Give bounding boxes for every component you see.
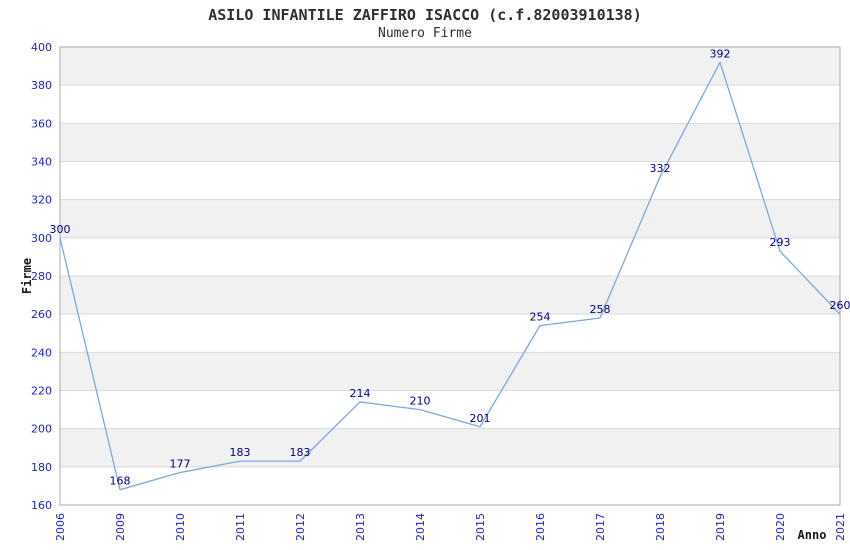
x-tick-label: 2014: [414, 513, 427, 541]
data-label: 177: [170, 458, 191, 471]
data-label: 293: [770, 236, 791, 249]
data-label: 260: [830, 299, 850, 312]
x-tick-label: 2011: [234, 513, 247, 541]
y-tick-label: 340: [31, 156, 52, 169]
x-tick-label: 2006: [54, 513, 67, 541]
y-tick-label: 400: [31, 41, 52, 54]
y-tick-label: 300: [31, 232, 52, 245]
x-tick-label: 2010: [174, 513, 187, 541]
y-tick-label: 200: [31, 423, 52, 436]
x-tick-label: 2019: [714, 513, 727, 541]
y-tick-label: 260: [31, 308, 52, 321]
data-label: 183: [230, 446, 251, 459]
x-tick-label: 2013: [354, 513, 367, 541]
plot-band: [60, 314, 840, 353]
data-label: 168: [110, 475, 131, 488]
data-label: 201: [470, 412, 491, 425]
y-tick-label: 180: [31, 461, 52, 474]
data-label: 210: [410, 395, 431, 408]
plot-band: [60, 352, 840, 391]
plot-band: [60, 47, 840, 86]
data-label: 392: [710, 47, 731, 60]
data-label: 332: [650, 162, 671, 175]
plot-band: [60, 390, 840, 429]
y-tick-label: 360: [31, 117, 52, 130]
plot-band: [60, 85, 840, 124]
y-axis-title: Firme: [20, 257, 34, 295]
chart-title: ASILO INFANTILE ZAFFIRO ISACCO (c.f.8200…: [208, 6, 642, 24]
x-tick-label: 2021: [834, 513, 847, 541]
plot-band: [60, 428, 840, 467]
plot-band: [60, 123, 840, 162]
data-label: 214: [350, 387, 371, 400]
data-label: 258: [590, 303, 611, 316]
y-tick-label: 240: [31, 346, 52, 359]
x-tick-label: 2020: [774, 513, 787, 541]
y-tick-label: 280: [31, 270, 52, 283]
y-tick-label: 220: [31, 385, 52, 398]
data-label: 254: [530, 311, 551, 324]
plot-border: [59, 46, 841, 506]
x-tick-label: 2016: [534, 513, 547, 541]
y-tick-label: 380: [31, 79, 52, 92]
y-tick-label: 160: [31, 499, 52, 512]
x-tick-label: 2017: [594, 513, 607, 541]
x-tick-label: 2018: [654, 513, 667, 541]
x-axis-title: Anno: [797, 528, 827, 542]
plot-band: [60, 161, 840, 200]
x-tick-label: 2015: [474, 513, 487, 541]
x-tick-label: 2012: [294, 513, 307, 541]
chart-subtitle: Numero Firme: [378, 26, 472, 41]
plot-band: [60, 466, 840, 505]
data-label: 183: [290, 446, 311, 459]
plot-band: [60, 199, 840, 238]
data-label: 300: [50, 223, 71, 236]
plot-band: [60, 237, 840, 276]
series-line: [59, 61, 841, 491]
y-tick-label: 320: [31, 194, 52, 207]
plot-band: [60, 276, 840, 315]
x-tick-label: 2009: [114, 513, 127, 541]
